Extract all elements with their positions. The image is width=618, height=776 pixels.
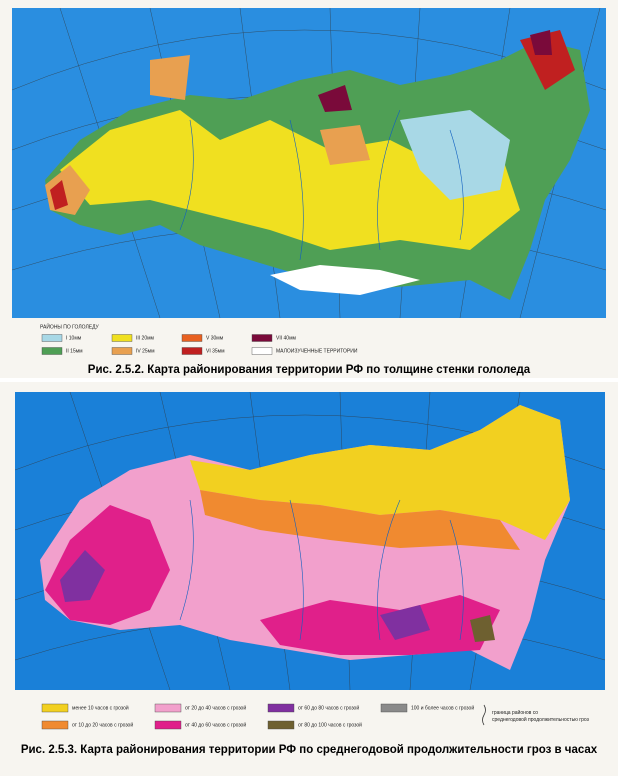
legend-swatch — [380, 703, 408, 713]
legend-swatch — [154, 720, 182, 730]
legend-label: граница районов со среднегодовой продолжи… — [492, 709, 590, 723]
legend-swatch — [111, 334, 133, 342]
figure-caption: Рис. 2.5.3. Карта районирования территор… — [21, 744, 598, 756]
boundary-symbol — [482, 704, 486, 726]
legend-swatch — [41, 334, 63, 342]
legend-label: III 20мм — [136, 335, 155, 341]
zone-purple — [318, 30, 552, 112]
zone-olive — [470, 615, 495, 642]
legend-label: VII 40мм — [276, 335, 297, 341]
legend-label: VI 35мм — [206, 348, 225, 354]
rivers — [179, 109, 464, 261]
legend-title: РАЙОНЫ ПО ГОЛОЛЕДУ — [40, 322, 100, 330]
legend-swatch — [251, 334, 273, 342]
legend-swatch — [267, 720, 295, 730]
legend-box — [12, 320, 606, 362]
legend-label: 100 и более часов с грозой — [411, 704, 474, 711]
legend-label: МАЛОИЗУЧЕННЫЕ ТЕРРИТОРИИ — [276, 348, 358, 354]
legend-swatch — [41, 347, 63, 355]
legend-label-line: среднегодовой продолжительностью гроз — [492, 716, 590, 723]
legend-label: II 15мм — [66, 348, 83, 354]
legend-label: от 10 до 20 часов с грозой — [72, 721, 133, 728]
zone-lightblue — [400, 110, 510, 200]
zone-orange — [200, 490, 520, 550]
zone-orange — [45, 55, 370, 215]
zone-white — [270, 265, 420, 295]
legend-label: от 20 до 40 часов с грозой — [185, 704, 246, 711]
legend-swatch — [41, 703, 69, 713]
legend-swatch — [41, 720, 69, 730]
legend-swatch — [111, 347, 133, 355]
legend-swatch — [267, 703, 295, 713]
zone-yellow — [190, 405, 570, 540]
legend-label: от 40 до 60 часов с грозой — [185, 721, 246, 728]
zone-purple — [60, 550, 430, 640]
legend-label: I 10мм — [66, 335, 82, 341]
legend: РАЙОНЫ ПО ГОЛОЛЕДУ I 10мм II 15мм III 20мм I… — [12, 320, 606, 362]
legend-label: менее 10 часов с грозой — [72, 704, 129, 711]
zone-yellow — [60, 110, 520, 250]
legend-label: от 80 до 100 часов с грозой — [298, 721, 362, 728]
rivers — [179, 499, 464, 641]
legend-swatch — [181, 334, 203, 342]
figure-caption: Рис. 2.5.2. Карта районирования территор… — [88, 364, 531, 376]
legend-label: IV 25мм — [136, 348, 155, 354]
legend-label-line: граница районов со — [492, 709, 538, 716]
legend-swatch — [251, 347, 273, 355]
legend-swatch — [154, 703, 182, 713]
legend-label: V 30мм — [206, 335, 224, 341]
legend-swatch — [181, 347, 203, 355]
legend: менее 10 часов с грозой от 10 до 20 часов… — [41, 703, 590, 730]
legend-label: от 60 до 80 часов с грозой — [298, 704, 359, 711]
